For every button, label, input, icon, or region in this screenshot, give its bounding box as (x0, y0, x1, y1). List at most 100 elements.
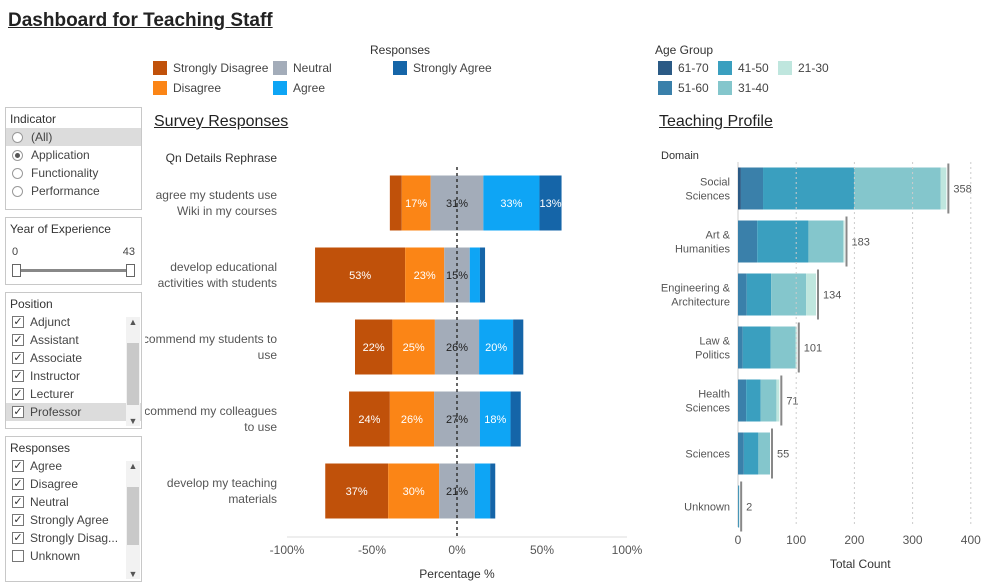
indicator-option-all[interactable]: (All) (6, 128, 141, 146)
responses-scrollbar[interactable]: ▲ ▼ (126, 461, 140, 579)
checkbox-checked-icon: ✓ (12, 478, 24, 490)
responses-option-disagree[interactable]: ✓ Disagree (6, 475, 141, 493)
position-option-lecturer[interactable]: ✓ Lecturer (6, 385, 141, 403)
indicator-filter-title: Indicator (10, 112, 57, 126)
responses-option-agree[interactable]: ✓ Agree (6, 457, 141, 475)
year-slider-max-handle[interactable] (126, 264, 135, 277)
radio-icon (12, 167, 23, 179)
total-label: 358 (953, 184, 971, 196)
responses-option-neutral[interactable]: ✓ Neutral (6, 493, 141, 511)
bar-strongly-disagree (355, 319, 393, 375)
data-label: 33% (500, 198, 522, 210)
legend-item-agree[interactable]: Agree (273, 81, 325, 95)
responses-option-strongly-disagree[interactable]: ✓ Strongly Disag... (6, 529, 141, 547)
bar-21-30 (940, 167, 947, 210)
bar-disagree (401, 175, 431, 231)
legend-item-strongly-disagree[interactable]: Strongly Disagree (153, 61, 268, 75)
data-label: 26% (401, 414, 423, 426)
category-label: Humanities (675, 244, 731, 256)
bar-disagree (388, 463, 440, 519)
checkbox-checked-icon: ✓ (12, 334, 24, 346)
bar-41-50 (757, 220, 809, 263)
data-label: 22% (363, 342, 385, 354)
data-label: 37% (346, 486, 368, 498)
category-label: Wiki in my courses (177, 204, 277, 218)
legend-swatch (273, 61, 287, 75)
indicator-option-performance[interactable]: Performance (6, 182, 141, 200)
category-label: Sciences (685, 191, 730, 203)
bar-31-40 (771, 273, 807, 316)
checkbox-checked-icon: ✓ (12, 352, 24, 364)
legend-item-31-40[interactable]: 31-40 (718, 81, 769, 95)
data-label: 24% (358, 414, 380, 426)
checkbox-checked-icon: ✓ (12, 496, 24, 508)
bar-agree (469, 247, 480, 303)
year-slider-min-handle[interactable] (12, 264, 21, 277)
legend-swatch (718, 81, 732, 95)
category-label: recommend my colleagues (145, 404, 277, 418)
legend-swatch (718, 61, 732, 75)
indicator-option-application[interactable]: Application (6, 146, 141, 164)
bar-51-60 (738, 273, 747, 316)
row-header: Domain (661, 150, 699, 162)
category-label: develop my teaching (167, 476, 277, 490)
bar-disagree (389, 391, 435, 447)
position-option-associate[interactable]: ✓ Associate (6, 349, 141, 367)
data-label: 25% (403, 342, 425, 354)
data-label: 53% (349, 270, 371, 282)
legend-item-21-30[interactable]: 21-30 (778, 61, 829, 75)
legend-item-51-60[interactable]: 51-60 (658, 81, 709, 95)
indicator-option-functionality[interactable]: Functionality (6, 164, 141, 182)
data-label: 30% (403, 486, 425, 498)
responses-option-unknown[interactable]: Unknown (6, 547, 141, 565)
position-option-assistant[interactable]: ✓ Assistant (6, 331, 141, 349)
category-label: agree my students use (156, 188, 278, 202)
scroll-down-icon[interactable]: ▼ (128, 569, 138, 579)
bar-41-50 (742, 326, 771, 369)
total-label: 55 (777, 449, 789, 461)
position-filter: Position ✓ Adjunct ✓ Assistant ✓ Associate … (5, 292, 142, 429)
bar-disagree (405, 247, 445, 303)
position-option-professor[interactable]: ✓ Professor (6, 403, 141, 421)
year-of-experience-filter: Year of Experience 0 43 (5, 217, 142, 285)
year-max-value: 43 (122, 246, 135, 258)
legend-item-neutral[interactable]: Neutral (273, 61, 332, 75)
option-label: Functionality (31, 166, 99, 180)
legend-item-disagree[interactable]: Disagree (153, 81, 221, 95)
category-label: activities with students (158, 276, 277, 290)
bar-strongly-disagree (325, 463, 389, 519)
position-option-adjunct[interactable]: ✓ Adjunct (6, 313, 141, 331)
scroll-thumb[interactable] (127, 487, 139, 545)
bar-31-40 (808, 220, 844, 263)
position-scrollbar[interactable]: ▲ ▼ (126, 317, 140, 426)
scroll-up-icon[interactable]: ▲ (128, 461, 138, 471)
legend-item-41-50[interactable]: 41-50 (718, 61, 769, 75)
year-slider-track[interactable] (16, 269, 131, 272)
legend-item-strongly-agree[interactable]: Strongly Agree (393, 61, 492, 75)
legend-label: Neutral (293, 61, 332, 75)
bar-strongly-disagree (315, 247, 406, 303)
data-label: 13% (539, 198, 561, 210)
category-label: recommend my students to (145, 332, 277, 346)
legend-label: Agree (293, 81, 326, 95)
x-tick-label: 100 (786, 533, 806, 547)
total-label: 101 (804, 343, 822, 355)
row-header: Qn Details Rephrase (166, 151, 278, 165)
responses-option-strongly-agree[interactable]: ✓ Strongly Agree (6, 511, 141, 529)
legend-label: Strongly Agree (413, 61, 492, 75)
position-option-instructor[interactable]: ✓ Instructor (6, 367, 141, 385)
x-tick-label: 0% (448, 543, 466, 557)
scroll-thumb[interactable] (127, 343, 139, 405)
checkbox-unchecked-icon (12, 550, 24, 562)
bar-51-60 (738, 220, 758, 263)
legend-item-61-70[interactable]: 61-70 (658, 61, 709, 75)
category-label: Sciences (685, 403, 730, 415)
legend-label: 51-60 (678, 81, 709, 95)
scroll-down-icon[interactable]: ▼ (128, 416, 138, 426)
checkbox-checked-icon: ✓ (12, 460, 24, 472)
option-label: Strongly Disag... (30, 531, 119, 545)
bar-21-30 (776, 379, 780, 422)
scroll-up-icon[interactable]: ▲ (128, 317, 138, 327)
legend-swatch (153, 81, 167, 95)
responses-filter: Responses ✓ Agree ✓ Disagree ✓ Neutral ✓ Str… (5, 436, 142, 582)
